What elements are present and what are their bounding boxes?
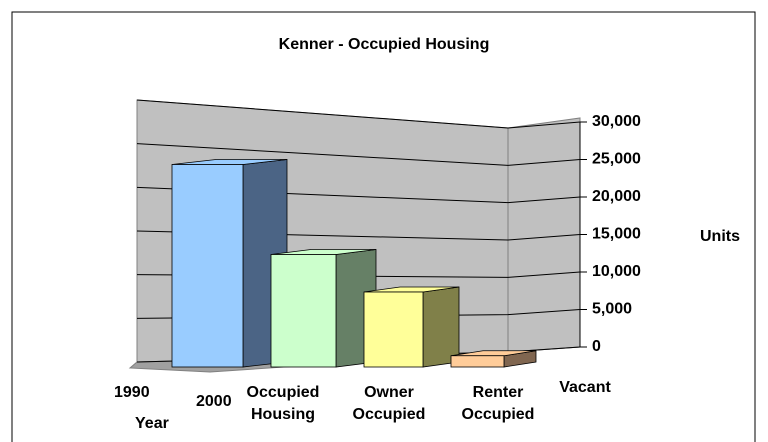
grid-line bbox=[136, 143, 581, 166]
bar bbox=[270, 254, 337, 368]
y-tick-label: 10,000 bbox=[592, 263, 641, 280]
y-tick-label: 15,000 bbox=[592, 226, 641, 243]
x-tick-label: Occupied Housing bbox=[246, 384, 320, 423]
bar bbox=[450, 355, 505, 368]
depth-title: Year bbox=[135, 415, 169, 432]
bar bbox=[363, 291, 424, 368]
y-tick-label: 5,000 bbox=[592, 301, 632, 318]
depth-label: 1990 bbox=[114, 384, 150, 401]
y-tick-label: 20,000 bbox=[592, 188, 641, 205]
y-tick-label: 0 bbox=[592, 338, 601, 355]
grid-line bbox=[136, 99, 581, 129]
y-tick-label: 30,000 bbox=[592, 113, 641, 130]
depth-label: 2000 bbox=[196, 393, 232, 410]
x-tick-label: Renter Occupied bbox=[461, 384, 535, 423]
x-tick-label: Vacant bbox=[559, 379, 611, 396]
x-tick-label: Owner Occupied bbox=[352, 384, 426, 423]
bar bbox=[171, 164, 244, 368]
chart-title: Kenner - Occupied Housing bbox=[279, 36, 490, 53]
y-axis-title: Units bbox=[700, 228, 740, 245]
y-tick-label: 25,000 bbox=[592, 151, 641, 168]
